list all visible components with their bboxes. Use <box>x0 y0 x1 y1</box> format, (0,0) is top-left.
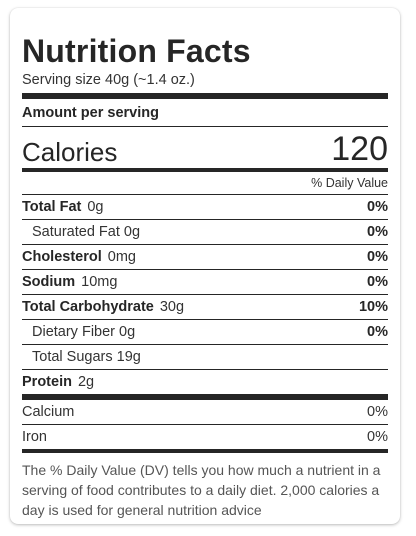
nutrient-amount: 0g <box>87 199 104 215</box>
nutrient-dv: 0% <box>367 274 388 290</box>
nutrient-row-total-carbohydrate: Total Carbohydrate 30g 10% <box>22 294 388 319</box>
nutrient-dv: 0% <box>367 324 388 340</box>
thick-divider <box>22 93 388 99</box>
calories-row: Calories 120 <box>22 127 388 168</box>
nutrition-facts-label: Nutrition Facts Serving size 40g (~1.4 o… <box>10 8 400 524</box>
vitamin-row-calcium: Calcium 0% <box>22 400 388 424</box>
nutrient-row-dietary-fiber: Dietary Fiber 0g 0% <box>22 319 388 344</box>
calories-value: 120 <box>331 130 388 168</box>
vitamin-dv: 0% <box>367 404 388 420</box>
amount-per-serving: Amount per serving <box>22 105 159 121</box>
nutrient-dv: 0% <box>367 199 388 215</box>
medium-divider <box>22 168 388 172</box>
nutrient-name: Cholesterol <box>22 249 102 265</box>
nutrient-row-total-sugars: Total Sugars 19g <box>22 344 388 369</box>
nutrient-row-protein: Protein 2g <box>22 369 388 394</box>
nutrient-row-sodium: Sodium 10mg 0% <box>22 269 388 294</box>
nutrient-name: Dietary Fiber 0g <box>32 324 136 340</box>
nutrient-name: Sodium <box>22 274 76 290</box>
nutrient-amount: 2g <box>77 374 95 390</box>
nutrient-amount: 0mg <box>107 249 136 265</box>
nutrient-name: Saturated Fat 0g <box>32 224 141 240</box>
nutrient-name: Protein <box>22 374 72 390</box>
thick-divider <box>22 394 388 400</box>
medium-divider <box>22 449 388 453</box>
nutrient-amount: 30g <box>159 299 185 315</box>
calories-label: Calories <box>22 137 118 167</box>
serving-size: Serving size 40g (~1.4 oz.) <box>22 72 195 88</box>
divider <box>22 126 388 127</box>
label-title: Nutrition Facts <box>22 33 251 69</box>
nutrient-row-saturated-fat: Saturated Fat 0g 0% <box>22 219 388 244</box>
nutrient-name: Total Sugars 19g <box>32 349 141 365</box>
vitamin-dv: 0% <box>367 429 388 445</box>
daily-value-header: % Daily Value <box>311 176 388 190</box>
vitamin-row-iron: Iron 0% <box>22 424 388 449</box>
nutrient-row-cholesterol: Cholesterol 0mg 0% <box>22 244 388 269</box>
nutrient-amount: 10mg <box>81 274 118 290</box>
vitamin-name: Calcium <box>22 404 75 420</box>
nutrient-dv: 0% <box>367 249 388 265</box>
nutrient-dv: 10% <box>358 299 388 315</box>
nutrient-name: Total Carbohydrate <box>22 299 154 315</box>
nutrient-row-total-fat: Total Fat 0g 0% <box>22 194 388 219</box>
nutrient-name: Total Fat <box>22 199 82 215</box>
daily-value-footnote: The % Daily Value (DV) tells you how muc… <box>22 462 381 518</box>
vitamin-name: Iron <box>22 429 47 445</box>
nutrient-dv: 0% <box>367 224 388 240</box>
